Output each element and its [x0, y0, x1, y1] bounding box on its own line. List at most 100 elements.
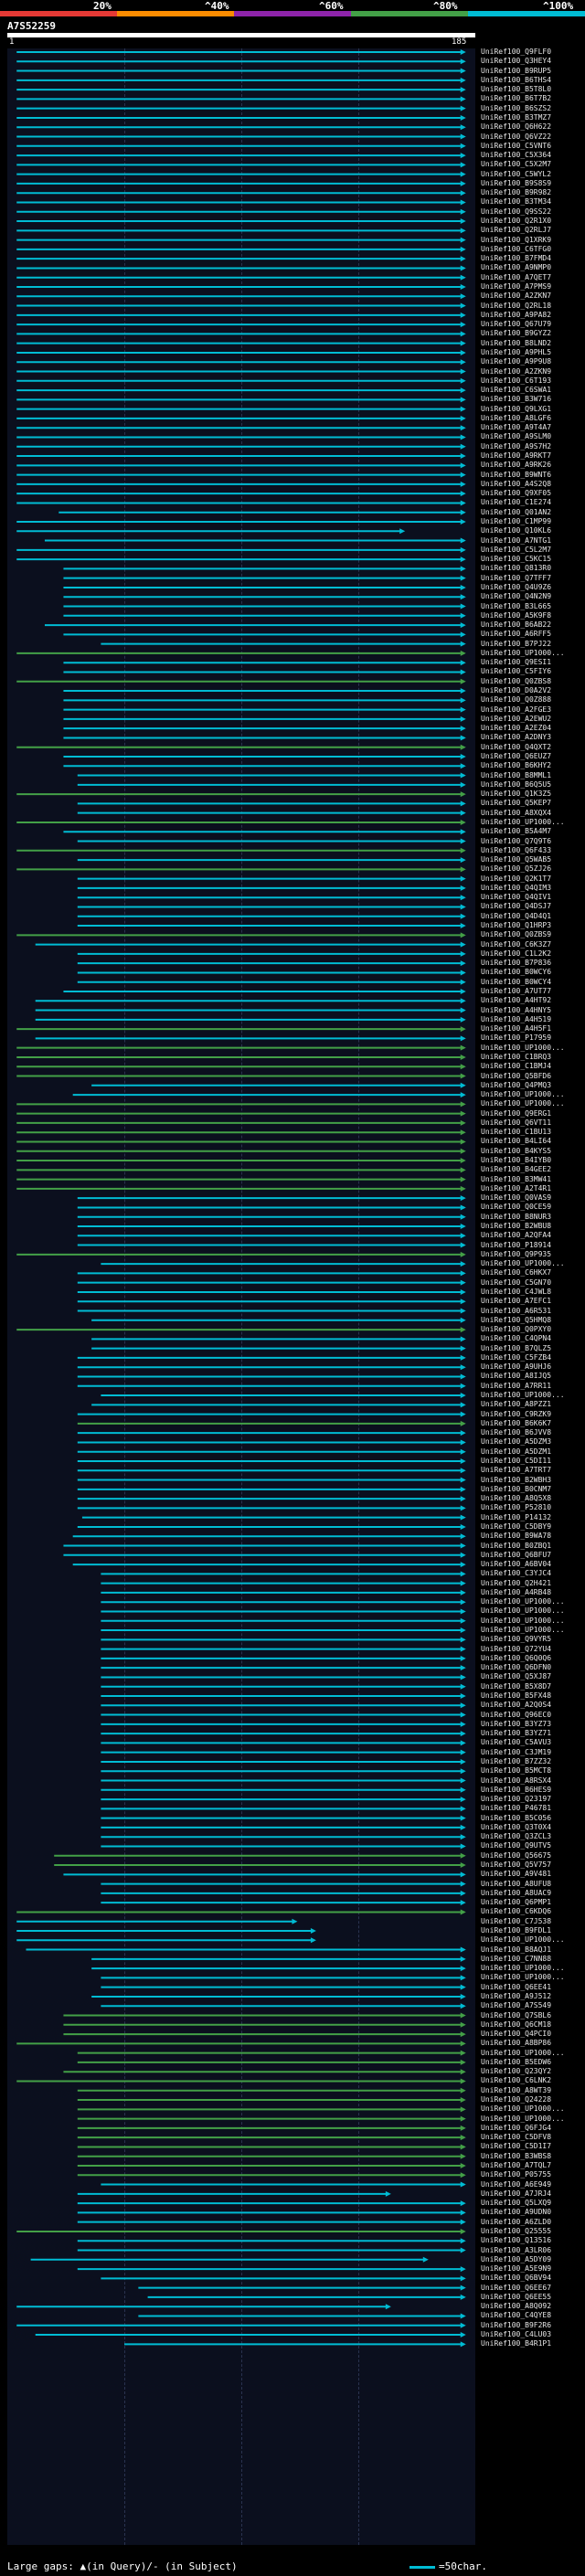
hit-label-link[interactable]: UniRef100_A9PA82: [481, 311, 552, 319]
hit-label-link[interactable]: UniRef100_Q6FJG4: [481, 2124, 552, 2132]
hit-label-link[interactable]: UniRef100_Q5WAB5: [481, 856, 552, 864]
hit-bar[interactable]: [44, 537, 466, 544]
hit-label-link[interactable]: UniRef100_A9UDN0: [481, 2209, 552, 2217]
hit-bar[interactable]: [16, 1026, 466, 1033]
hit-label-link[interactable]: UniRef100_Q0PXY0: [481, 1326, 552, 1334]
hit-label-link[interactable]: UniRef100_A8IJQ5: [481, 1373, 552, 1381]
hit-label-link[interactable]: UniRef100_B6JVV8: [481, 1429, 552, 1437]
hit-bar[interactable]: [16, 819, 466, 825]
hit-bar[interactable]: [16, 1101, 466, 1108]
hit-bar[interactable]: [63, 706, 466, 713]
hit-label-link[interactable]: UniRef100_Q6EE67: [481, 2284, 552, 2292]
hit-label-link[interactable]: UniRef100_Q7SBL6: [481, 2011, 552, 2019]
hit-bar[interactable]: [77, 2050, 466, 2056]
hit-label-link[interactable]: UniRef100_B4GEE2: [481, 1166, 552, 1174]
hit-label-link[interactable]: UniRef100_Q2K1T7: [481, 875, 552, 883]
hit-label-link[interactable]: UniRef100_Q25555: [481, 2227, 552, 2235]
hit-bar[interactable]: [101, 1655, 466, 1661]
hit-label-link[interactable]: UniRef100_B6THS4: [481, 76, 552, 84]
hit-bar[interactable]: [16, 2228, 466, 2234]
hit-bar[interactable]: [77, 1477, 466, 1483]
hit-bar[interactable]: [63, 1542, 466, 1549]
hit-label-link[interactable]: UniRef100_Q5LXQ9: [481, 2200, 552, 2208]
hit-label-link[interactable]: UniRef100_UP1000...: [481, 1044, 565, 1052]
hit-bar[interactable]: [54, 1852, 466, 1859]
hit-bar[interactable]: [63, 2031, 466, 2038]
hit-bar[interactable]: [72, 1562, 466, 1568]
hit-bar[interactable]: [16, 331, 466, 337]
hit-bar[interactable]: [77, 2115, 466, 2122]
hit-bar[interactable]: [101, 1702, 466, 1709]
hit-label-link[interactable]: UniRef100_C6LNK2: [481, 2077, 552, 2085]
hit-label-link[interactable]: UniRef100_Q9LXG1: [481, 405, 552, 413]
hit-label-link[interactable]: UniRef100_C6TFG0: [481, 245, 552, 253]
hit-bar[interactable]: [16, 237, 466, 243]
hit-label-link[interactable]: UniRef100_B4KYS5: [481, 1147, 552, 1155]
hit-label-link[interactable]: UniRef100_B5A4M7: [481, 828, 552, 836]
hit-bar[interactable]: [16, 1909, 466, 1915]
hit-label-link[interactable]: UniRef100_P17959: [481, 1034, 552, 1043]
hit-bar[interactable]: [77, 1448, 466, 1455]
hit-label-link[interactable]: UniRef100_Q6H622: [481, 123, 552, 132]
hit-bar[interactable]: [16, 1129, 466, 1136]
hit-label-link[interactable]: UniRef100_Q1K3Z5: [481, 790, 552, 799]
hit-bar[interactable]: [16, 847, 466, 853]
hit-bar[interactable]: [16, 791, 466, 798]
hit-bar[interactable]: [63, 612, 466, 619]
hit-bar[interactable]: [77, 2106, 466, 2113]
hit-bar[interactable]: [77, 950, 466, 957]
hit-label-link[interactable]: UniRef100_Q2RLJ7: [481, 227, 552, 235]
hit-bar[interactable]: [77, 1439, 466, 1446]
hit-label-link[interactable]: UniRef100_Q7TFF7: [481, 574, 552, 582]
hit-bar[interactable]: [16, 340, 466, 346]
hit-bar[interactable]: [77, 1279, 466, 1286]
hit-label-link[interactable]: UniRef100_UP1000...: [481, 1936, 565, 1945]
hit-bar[interactable]: [77, 2210, 466, 2216]
hit-bar[interactable]: [77, 2153, 466, 2159]
hit-label-link[interactable]: UniRef100_Q1HRP3: [481, 922, 552, 930]
hit-label-link[interactable]: UniRef100_UP1000...: [481, 818, 565, 826]
hit-bar[interactable]: [63, 1552, 466, 1558]
hit-bar[interactable]: [101, 1637, 466, 1643]
hit-bar[interactable]: [63, 726, 466, 732]
hit-label-link[interactable]: UniRef100_B0WCY6: [481, 969, 552, 977]
hit-label-link[interactable]: UniRef100_C5FZB4: [481, 1353, 552, 1362]
hit-label-link[interactable]: UniRef100_Q24228: [481, 2096, 552, 2104]
hit-bar[interactable]: [77, 885, 466, 891]
hit-label-link[interactable]: UniRef100_Q813R0: [481, 565, 552, 573]
hit-label-link[interactable]: UniRef100_B9GYZ2: [481, 330, 552, 338]
hit-bar[interactable]: [101, 1261, 466, 1267]
hit-bar[interactable]: [16, 472, 466, 478]
hit-label-link[interactable]: UniRef100_Q4U9Z6: [481, 583, 552, 591]
hit-bar[interactable]: [101, 1599, 466, 1606]
hit-bar[interactable]: [63, 669, 466, 675]
hit-label-link[interactable]: UniRef100_A7QET7: [481, 273, 552, 281]
hit-label-link[interactable]: UniRef100_A7RR11: [481, 1382, 552, 1390]
hit-bar[interactable]: [101, 1797, 466, 1803]
hit-label-link[interactable]: UniRef100_A4HT92: [481, 997, 552, 1005]
hit-bar[interactable]: [16, 1251, 466, 1257]
hit-bar[interactable]: [63, 631, 466, 638]
hit-bar[interactable]: [63, 566, 466, 572]
hit-label-link[interactable]: UniRef100_B6HES9: [481, 1786, 552, 1794]
hit-bar[interactable]: [16, 124, 466, 131]
hit-bar[interactable]: [101, 1683, 466, 1690]
hit-label-link[interactable]: UniRef100_B6T7B2: [481, 95, 552, 103]
hit-bar[interactable]: [77, 2266, 466, 2273]
hit-bar[interactable]: [101, 1881, 466, 1887]
hit-bar[interactable]: [16, 491, 466, 497]
hit-label-link[interactable]: UniRef100_Q0ZBS8: [481, 677, 552, 685]
hit-bar[interactable]: [77, 1505, 466, 1511]
hit-bar[interactable]: [16, 406, 466, 412]
hit-label-link[interactable]: UniRef100_P52810: [481, 1504, 552, 1512]
hit-bar[interactable]: [63, 688, 466, 694]
hit-bar[interactable]: [91, 1336, 466, 1342]
hit-label-link[interactable]: UniRef100_Q72YU4: [481, 1645, 552, 1653]
hit-label-link[interactable]: UniRef100_UP1000...: [481, 2105, 565, 2114]
hit-label-link[interactable]: UniRef100_A6E949: [481, 2180, 552, 2189]
hit-label-link[interactable]: UniRef100_Q96EC0: [481, 1711, 552, 1719]
hit-label-link[interactable]: UniRef100_B6SZS2: [481, 104, 552, 112]
hit-label-link[interactable]: UniRef100_A9P9U8: [481, 358, 552, 366]
hit-label-link[interactable]: UniRef100_A5E9N9: [481, 2265, 552, 2274]
hit-bar[interactable]: [16, 1158, 466, 1164]
